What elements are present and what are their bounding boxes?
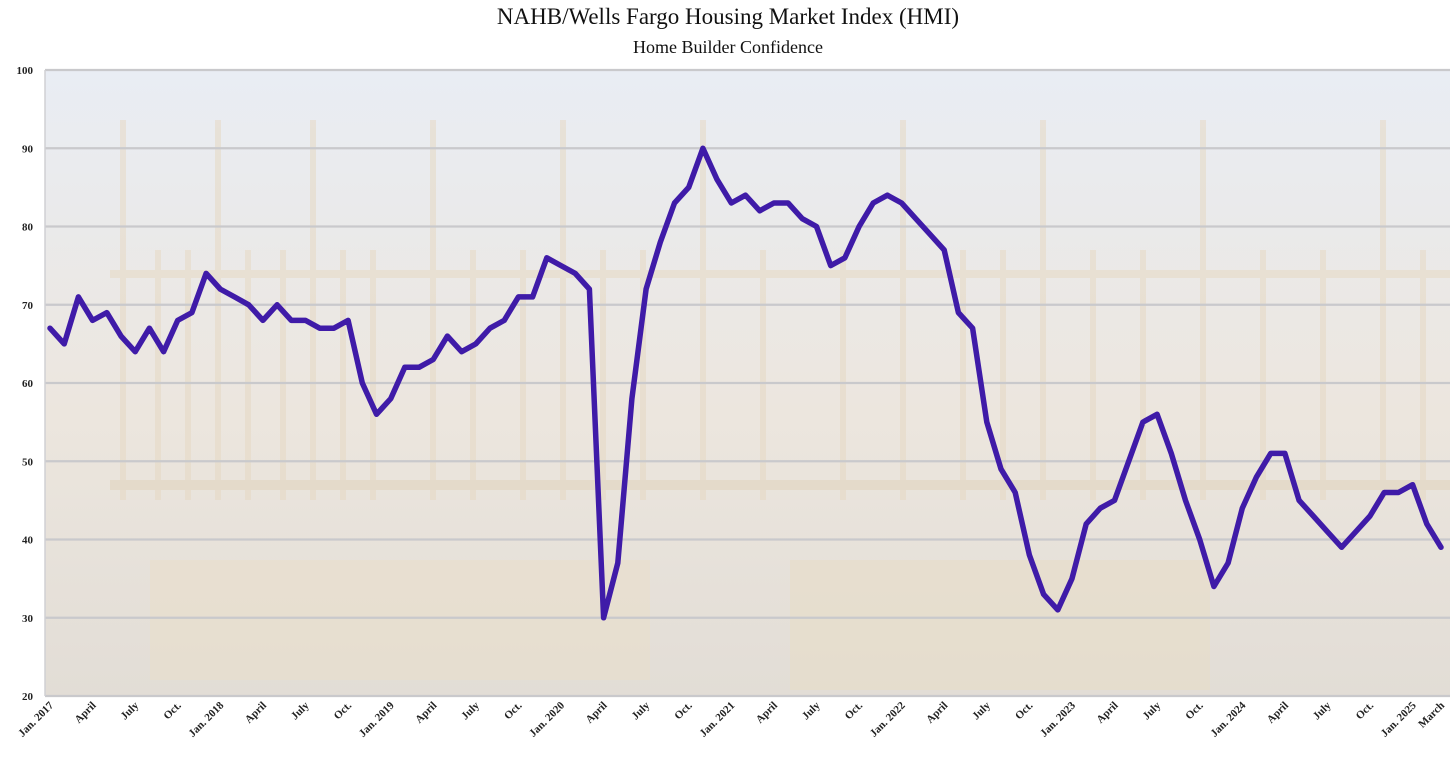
y-axis-labels: 20 30 40 50 60 70 80 90 100 [17,65,34,703]
decor-post [840,250,846,500]
y-tick-label: 30 [22,613,34,625]
decor-post [900,120,906,500]
y-tick-label: 100 [17,65,34,77]
y-tick-label: 80 [22,222,34,234]
x-axis-labels: Jan. 2017 April July Oct. Jan. 2018 April July… [16,699,1447,739]
decor-post [1380,120,1386,500]
decor-post [310,120,316,500]
x-tick-label: Oct. [1013,699,1036,722]
decor-post [470,250,476,500]
y-tick-label: 70 [22,300,34,312]
x-tick-label: April [1265,700,1291,726]
x-tick-label: April [583,700,609,726]
x-tick-label: April [413,700,439,726]
x-tick-label: Oct. [332,699,355,722]
decor-post [280,250,286,500]
decor-post [560,120,566,500]
x-tick-label: Oct. [502,699,525,722]
x-tick-label: Oct. [1354,699,1377,722]
decor-post [155,250,161,500]
x-tick-label: April [1094,700,1120,726]
decor-post [215,120,221,500]
chart-title: NAHB/Wells Fargo Housing Market Index (H… [496,4,960,29]
decor-post [1140,250,1146,500]
y-tick-label: 40 [22,535,34,547]
decor-post [1420,250,1426,500]
x-tick-label: July [1311,699,1334,722]
decor-post [520,250,526,500]
decor-post [960,250,966,500]
x-tick-label: Oct. [843,699,866,722]
decor-floor [110,480,1450,490]
chart-subtitle: Home Builder Confidence [633,37,823,57]
x-tick-label: Jan. 2019 [357,699,397,739]
series-line-hmi [47,145,1444,621]
decor-post [1000,250,1006,500]
x-tick-label: Jan. 2023 [1038,699,1078,739]
series-group [47,145,1444,621]
decor-post [1040,120,1046,500]
x-tick-label: Jan. 2018 [186,699,226,739]
x-tick-label: Jan. 2020 [527,699,567,739]
x-tick-label: Oct. [672,699,695,722]
decor-lumber-stack [790,560,1210,690]
x-tick-label: July [459,699,482,722]
x-tick-label: July [289,699,312,722]
x-tick-label: Oct. [161,699,184,722]
decor-post [1200,120,1206,500]
decor-post [340,250,346,500]
x-tick-label: Oct. [1183,699,1206,722]
decor-post [185,250,191,500]
x-tick-label: April [754,700,780,726]
decor-post [1260,250,1266,500]
x-tick-label: July [630,699,653,722]
decor-post [600,250,606,500]
x-tick-label: Jan. 2022 [868,699,908,739]
decor-post [640,250,646,500]
x-tick-label: July [119,699,142,722]
x-tick-label: Jan. 2017 [16,699,56,739]
x-tick-label: Jan. 2025 [1379,699,1419,739]
decor-post [430,120,436,500]
decor-post [1090,250,1096,500]
x-tick-label: Jan. 2024 [1208,699,1248,739]
decor-post [760,250,766,500]
x-tick-label: April [924,700,950,726]
background-framing-decor [110,120,1450,690]
y-tick-label: 60 [22,378,34,390]
x-tick-label: April [72,700,98,726]
x-tick-label: July [1140,699,1163,722]
y-tick-label: 90 [22,143,34,155]
decor-post [245,250,251,500]
decor-lumber-stack [150,560,650,680]
x-tick-label: July [800,699,823,722]
decor-post [120,120,126,500]
x-tick-label: Jan. 2021 [697,700,737,740]
decor-beam [110,270,1450,278]
x-tick-label: March [1416,700,1447,731]
x-tick-label: July [970,699,993,722]
decor-post [1320,250,1326,500]
y-tick-label: 50 [22,456,34,468]
x-tick-label: April [243,700,269,726]
decor-post [370,250,376,500]
gridlines [44,68,1450,698]
y-tick-label: 20 [22,691,34,703]
decor-post [700,120,706,500]
